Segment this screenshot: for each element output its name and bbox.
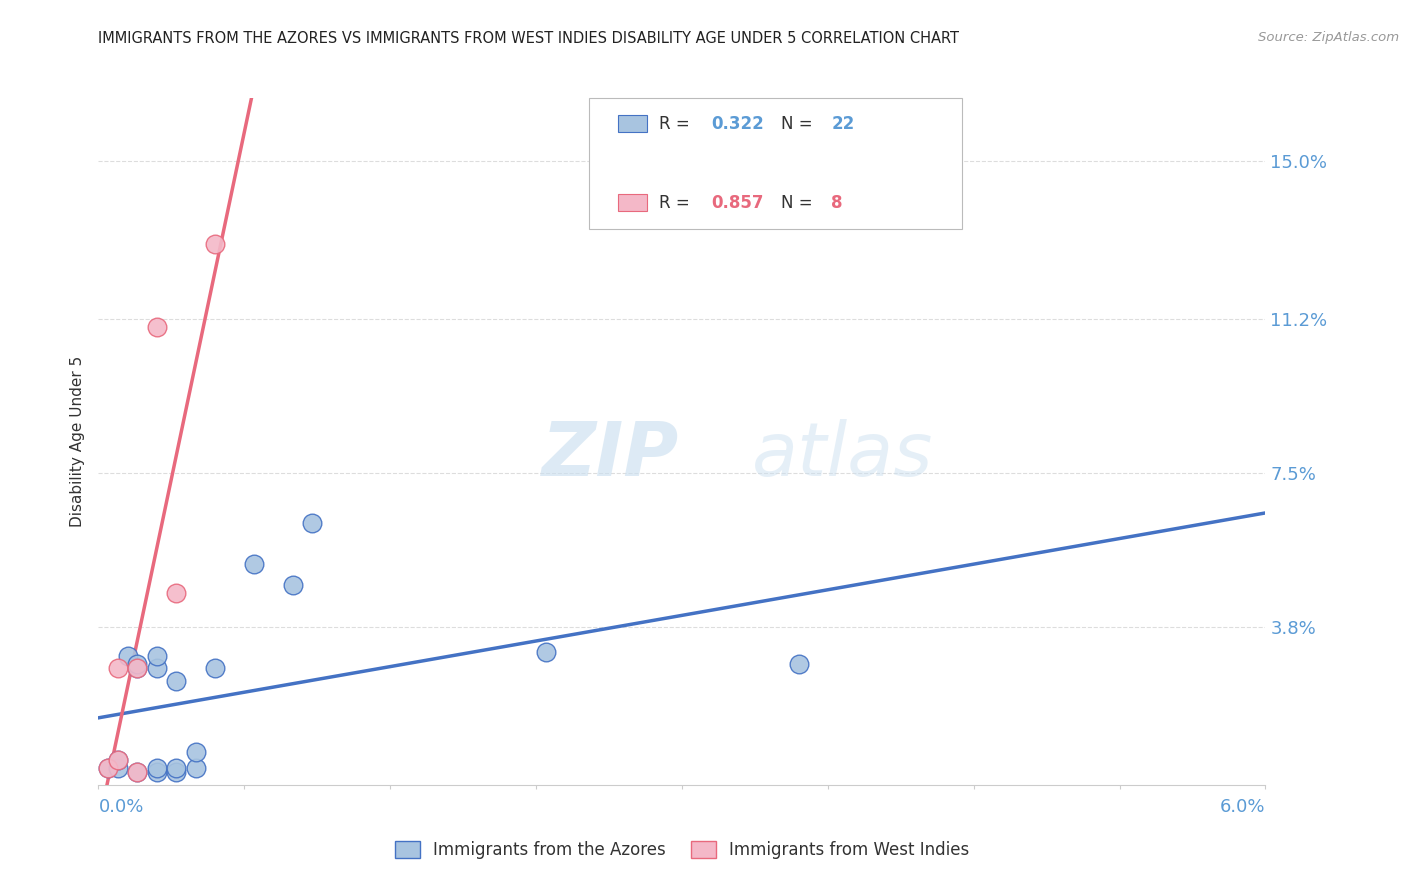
Point (534, 645, 557, 659)
Point (97, 761, 120, 775)
Point (117, 648, 139, 663)
Point (184, 745, 207, 759)
Text: 0.0%: 0.0% (98, 798, 143, 816)
Point (281, 578, 304, 592)
Point (107, 761, 129, 775)
Point (243, 558, 266, 572)
Point (146, 648, 169, 663)
Point (165, 765, 187, 780)
Point (146, 320, 169, 334)
Text: 22: 22 (831, 115, 855, 133)
Point (184, 761, 207, 775)
Point (146, 765, 169, 780)
Text: 6.0%: 6.0% (1220, 798, 1265, 816)
Text: N =: N = (782, 115, 818, 133)
Point (165, 586, 187, 600)
Point (204, 236, 226, 251)
FancyBboxPatch shape (589, 98, 962, 228)
Point (127, 765, 149, 780)
Point (107, 661, 129, 675)
Point (107, 753, 129, 767)
FancyBboxPatch shape (617, 194, 647, 211)
Text: R =: R = (658, 115, 695, 133)
Text: IMMIGRANTS FROM THE AZORES VS IMMIGRANTS FROM WEST INDIES DISABILITY AGE UNDER 5: IMMIGRANTS FROM THE AZORES VS IMMIGRANTS… (98, 31, 959, 46)
Point (204, 661, 226, 675)
Point (146, 761, 169, 775)
FancyBboxPatch shape (617, 115, 647, 132)
Text: 0.322: 0.322 (711, 115, 763, 133)
Text: 8: 8 (831, 194, 842, 212)
Point (97, 761, 120, 775)
Point (165, 761, 187, 775)
Y-axis label: Disability Age Under 5: Disability Age Under 5 (69, 356, 84, 527)
Text: atlas: atlas (752, 419, 934, 491)
Text: 0.857: 0.857 (711, 194, 763, 212)
Point (127, 661, 149, 675)
Point (107, 753, 129, 767)
Text: N =: N = (782, 194, 818, 212)
Text: ZIP: ZIP (541, 418, 679, 491)
Point (127, 765, 149, 780)
Point (146, 661, 169, 675)
Point (165, 673, 187, 688)
Point (787, 657, 810, 672)
Point (127, 657, 149, 672)
Text: Source: ZipAtlas.com: Source: ZipAtlas.com (1258, 31, 1399, 45)
Legend: Immigrants from the Azores, Immigrants from West Indies: Immigrants from the Azores, Immigrants f… (388, 834, 976, 866)
Point (127, 661, 149, 675)
Text: R =: R = (658, 194, 695, 212)
Point (301, 516, 323, 530)
